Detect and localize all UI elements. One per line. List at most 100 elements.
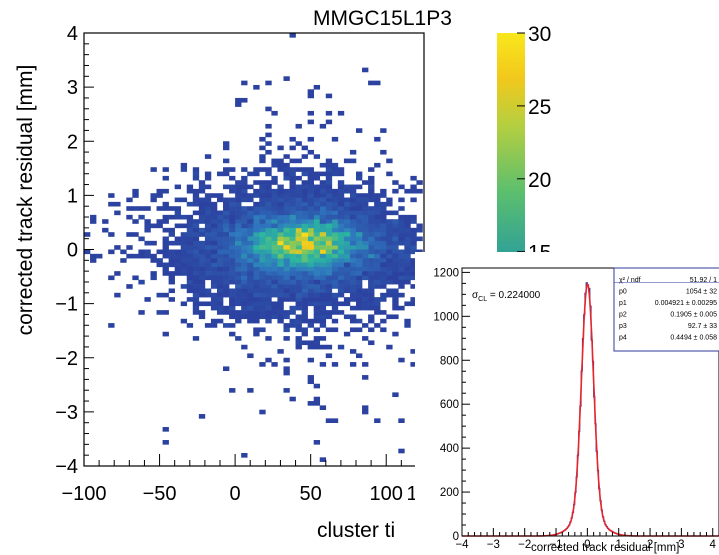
heatmap-cell: [392, 227, 399, 233]
heatmap-cell: [410, 175, 417, 181]
heatmap-cell: [362, 210, 369, 216]
heatmap-cell: [156, 188, 163, 194]
inset-x-tick-label: 1: [616, 539, 622, 551]
heatmap-cell: [356, 305, 363, 311]
heatmap-cell: [265, 214, 272, 220]
heatmap-cell: [356, 288, 363, 294]
heatmap-cell: [259, 245, 266, 250]
heatmap-cell: [386, 266, 393, 272]
heatmap-cell: [349, 206, 357, 211]
heatmap-cell: [307, 344, 314, 350]
heatmap-cell: [313, 175, 321, 181]
heatmap-cell: [301, 210, 308, 216]
heatmap-cell: [235, 318, 242, 324]
heatmap-cell: [337, 201, 345, 207]
heatmap-cell: [331, 240, 339, 246]
heatmap-cell: [289, 240, 296, 246]
heatmap-cell: [356, 279, 363, 285]
heatmap-cell: [253, 314, 260, 320]
heatmap-cell: [307, 227, 314, 233]
heatmap-cell: [198, 292, 206, 298]
heatmap-cell: [374, 262, 381, 268]
heatmap-cell: [319, 245, 327, 250]
heatmap-cell: [247, 253, 254, 259]
heatmap-cell: [283, 175, 290, 181]
heatmap-cell: [398, 253, 405, 259]
heatmap-cell: [343, 236, 351, 242]
heatmap-cell: [295, 197, 302, 203]
heatmap-cell: [356, 327, 363, 333]
heatmap-cell: [168, 214, 175, 220]
heatmap-cell: [356, 223, 363, 229]
heatmap-cell: [186, 266, 194, 272]
heatmap-cell: [380, 271, 387, 276]
heatmap-cell: [349, 223, 357, 229]
heatmap-cell: [374, 245, 381, 250]
heatmap-cell: [204, 323, 212, 328]
heatmap-cell: [235, 240, 242, 246]
main-y-tick-label: 1: [67, 185, 78, 207]
heatmap-cell: [192, 275, 200, 281]
heatmap-cell: [247, 353, 254, 359]
heatmap-cell: [356, 318, 363, 324]
heatmap-cell: [271, 210, 278, 216]
heatmap-cell: [253, 171, 260, 177]
heatmap-cell: [126, 284, 133, 289]
heatmap-cell: [192, 193, 200, 198]
heatmap-cell: [114, 201, 121, 207]
heatmap-cell: [362, 227, 369, 233]
heatmap-cell: [210, 305, 218, 311]
heatmap-cell: [277, 314, 284, 320]
heatmap-cell: [289, 136, 296, 142]
heatmap-cell: [265, 106, 272, 112]
heatmap-cell: [241, 245, 248, 250]
heatmap-cell: [223, 236, 230, 242]
heatmap-cell: [289, 249, 296, 255]
stats-name: χ² / ndf: [619, 277, 641, 284]
heatmap-cell: [331, 223, 339, 229]
heatmap-cell: [349, 318, 357, 324]
heatmap-cell: [253, 331, 260, 337]
heatmap-cell: [186, 236, 194, 242]
heatmap-cell: [325, 223, 333, 229]
heatmap-cell: [283, 227, 290, 233]
heatmap-cell: [307, 219, 314, 224]
heatmap-cell: [223, 227, 230, 233]
heatmap-cell: [259, 136, 266, 142]
heatmap-cell: [174, 223, 182, 229]
heatmap-cell: [277, 258, 284, 263]
heatmap-cell: [289, 201, 296, 207]
main-x-axis-label: cluster ti: [317, 519, 395, 542]
sigma-subscript: CL: [478, 296, 487, 303]
heatmap-cell: [301, 232, 308, 237]
heatmap-cell: [180, 318, 188, 324]
heatmap-cell: [392, 275, 399, 281]
heatmap-cell: [156, 310, 163, 315]
heatmap-cell: [241, 271, 248, 276]
heatmap-cell: [343, 219, 351, 224]
heatmap-cell: [174, 258, 182, 263]
heatmap-cell: [235, 193, 242, 198]
heatmap-cell: [162, 253, 169, 259]
heatmap-cell: [180, 253, 188, 259]
heatmap-cell: [289, 175, 296, 181]
heatmap-cell: [198, 227, 206, 233]
heatmap-cell: [337, 301, 345, 307]
heatmap-cell: [331, 162, 339, 168]
heatmap-cell: [210, 301, 218, 307]
main-x-tick-label: −50: [143, 483, 177, 505]
heatmap-cell: [392, 245, 399, 250]
heatmap-cell: [168, 206, 175, 211]
heatmap-cell: [210, 236, 218, 242]
heatmap-cell: [289, 253, 296, 259]
heatmap-cell: [192, 219, 200, 224]
heatmap-cell: [277, 223, 284, 229]
heatmap-cell: [271, 275, 278, 281]
heatmap-cell: [277, 206, 284, 211]
heatmap-cell: [386, 240, 393, 246]
heatmap-cell: [404, 227, 411, 233]
heatmap-cell: [259, 409, 266, 415]
heatmap-cell: [192, 284, 200, 289]
heatmap-cell: [337, 236, 345, 242]
heatmap-cell: [271, 188, 278, 194]
